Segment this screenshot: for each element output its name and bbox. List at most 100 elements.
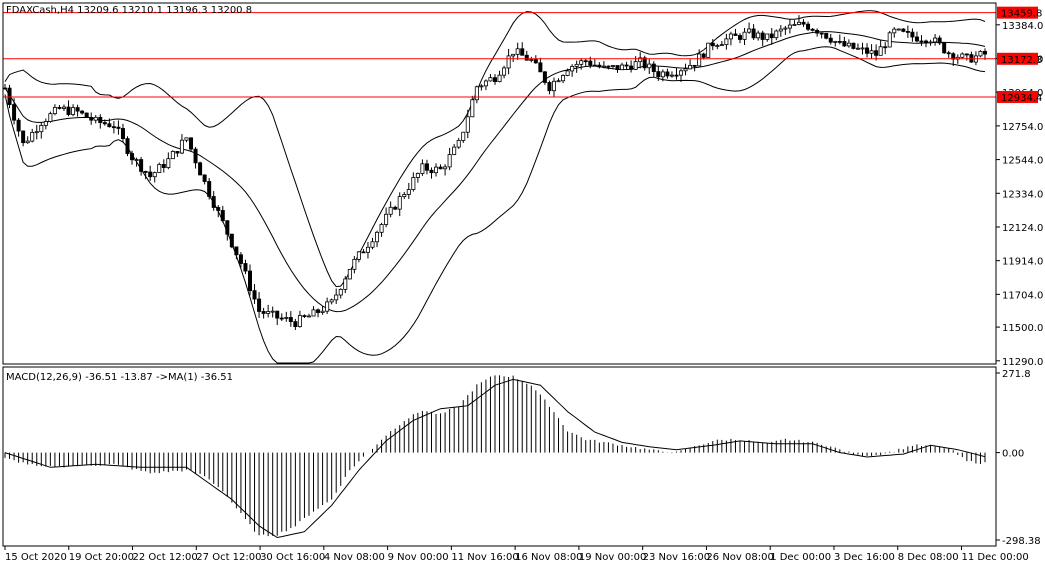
candle-body [148,171,153,178]
time-axis-label: 19 Oct 20:00 [69,552,134,563]
time-axis-label: 26 Nov 08:00 [706,552,773,563]
candle [651,61,656,78]
candle-body [665,71,670,77]
time-axis-label: 1 Dec 00:00 [770,552,831,563]
candle-body [910,31,915,38]
candle-body [352,258,357,270]
candle-body [833,41,838,43]
candle-body [3,87,8,90]
candle-body [465,116,470,133]
candle-body [747,28,752,33]
candle [865,43,870,58]
candle-body [865,47,870,54]
candle-body [620,64,625,71]
candle [198,161,203,176]
candle [338,288,343,299]
candle [152,171,157,183]
price-axis-label: 11704.0 [1002,290,1043,301]
macd-signal-line [4,378,986,539]
candle [892,27,897,38]
candle-body [52,107,57,115]
candle [93,115,98,124]
candle [71,104,76,117]
candle [529,56,534,63]
candle [542,70,547,85]
candle [143,170,148,180]
candle-body [98,116,103,123]
candle-body [588,60,593,66]
candle-body [728,33,733,40]
price-axis-label: 12754.0 [1002,122,1043,133]
time-axis-label: 19 Nov 00:00 [579,552,646,563]
candle-body [207,181,212,197]
candle [710,39,715,51]
candle-body [365,246,370,253]
candle-body [719,44,724,47]
candle-body [116,126,121,129]
candle-body [279,317,284,320]
candle [39,122,44,139]
candle-body [851,42,856,49]
candle-body [656,71,661,78]
candle [411,172,416,192]
candle [660,69,665,82]
candle-body [311,309,316,317]
candle [247,264,252,296]
candle [211,191,216,211]
candle [928,39,933,46]
candle-body [343,278,348,290]
candle-body [928,41,933,44]
macd-header: MACD(12,26,9) -36.51 -13.87 ->MA(1) -36.… [6,372,233,383]
candle-body [370,241,375,248]
candle-body [978,50,983,57]
candle-body [647,63,652,69]
candle-body [189,137,194,150]
candle [511,53,516,62]
time-axis-label: 4 Nov 08:00 [324,552,385,563]
candle [774,29,779,41]
price-axis-label: 12124.0 [1002,223,1043,234]
candle [751,24,756,40]
candle-body [329,299,334,303]
candle [787,19,792,34]
candle [792,20,797,26]
candle [747,22,752,34]
candle [297,310,302,328]
candle-body [592,64,597,67]
candle-body [606,65,611,68]
candle [488,74,493,82]
candle-body [284,317,289,319]
candle-body [170,151,175,160]
candle-body [529,59,534,61]
candle-body [756,32,761,39]
macd-axis-label: 271.8 [1002,369,1031,380]
candle [483,79,488,91]
candle [933,34,938,46]
candle [697,49,702,67]
candle [320,305,325,315]
candle [25,136,30,144]
bollinger-lower-band [4,46,986,364]
candle [583,58,588,67]
candle [733,28,738,36]
candle [252,284,257,304]
candle-body [347,268,352,280]
candle [760,30,765,47]
candle [937,35,942,46]
candle-body [43,121,48,126]
candle-body [964,53,969,56]
candle-body [243,263,248,272]
candle [901,28,906,33]
candle [139,156,144,176]
candle-body [461,131,466,141]
candle [470,95,475,118]
candle-body [801,21,806,25]
candle-body [411,177,416,190]
candle-body [443,166,448,170]
candle [769,27,774,45]
candle [325,297,330,315]
candle-body [157,164,162,173]
candle [715,43,720,50]
candle [846,39,851,48]
